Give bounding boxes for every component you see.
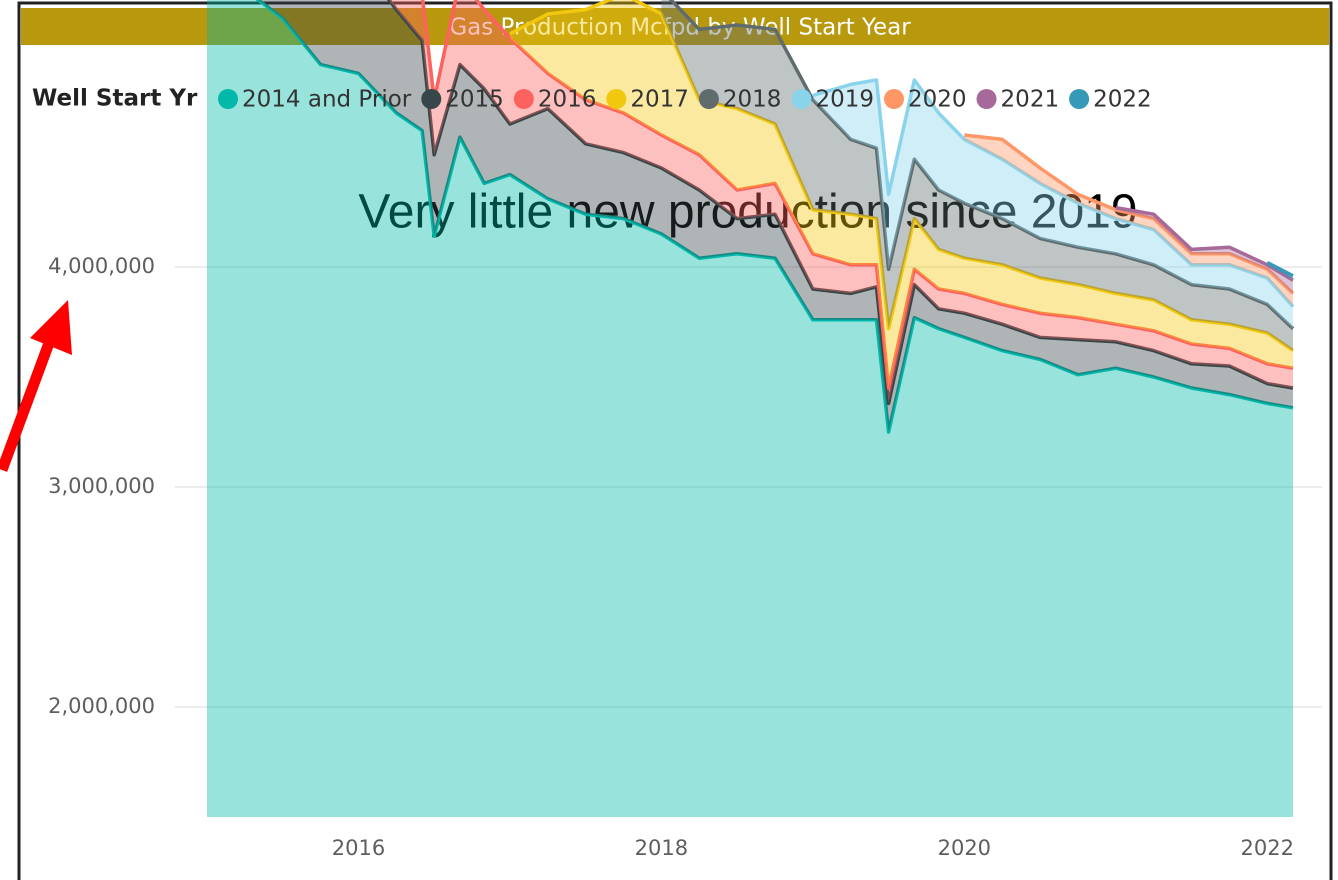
area-line xyxy=(668,0,1295,330)
legend-swatch xyxy=(606,89,627,109)
frame xyxy=(17,1,1333,880)
legend-swatch xyxy=(421,89,442,109)
x-tick-label: 2016 xyxy=(332,836,385,860)
area xyxy=(207,0,1293,817)
chart-title: Gas Production Mcfpd by Well Start Year xyxy=(449,15,911,41)
area-line xyxy=(812,78,1295,308)
plot-area xyxy=(175,0,1322,817)
area-line xyxy=(255,0,1294,434)
legend-swatch xyxy=(218,89,238,109)
x-tick-label: 2018 xyxy=(635,836,688,860)
y-tick-label: 3,000,000 xyxy=(48,474,155,498)
area xyxy=(509,0,1293,388)
title-bar xyxy=(21,8,1329,45)
area xyxy=(389,0,1293,404)
area xyxy=(964,135,1293,307)
area xyxy=(812,80,1293,329)
area xyxy=(1115,207,1293,294)
area-line xyxy=(1266,261,1294,278)
legend-label: 2017 xyxy=(630,87,689,113)
y-tick-label: 2,000,000 xyxy=(48,694,155,718)
legend-swatch xyxy=(1069,89,1090,109)
legend-label: 2020 xyxy=(908,87,967,113)
x-tick-label: 2022 xyxy=(1241,836,1294,860)
legend-label: 2019 xyxy=(815,87,874,113)
annotation: Very little new production since 2019 xyxy=(358,186,1137,239)
legend-title: Well Start Yr xyxy=(32,86,198,112)
legend-swatch xyxy=(513,89,534,109)
y-tick-label: 4,000,000 xyxy=(48,254,155,278)
legend-label: 2016 xyxy=(538,87,597,113)
arrow xyxy=(0,300,72,472)
legend-label: 2015 xyxy=(445,87,504,113)
arrow-head xyxy=(30,300,72,355)
legend-swatch xyxy=(976,89,997,109)
area-line xyxy=(420,0,1294,390)
area-line xyxy=(386,0,1294,406)
x-tick-label: 2020 xyxy=(938,836,991,860)
area xyxy=(661,0,1293,351)
legend-label: 2021 xyxy=(1001,87,1060,113)
arrow-shaft xyxy=(0,333,58,472)
legend-label: 2022 xyxy=(1093,87,1152,113)
legend-swatch xyxy=(884,89,904,109)
area-line xyxy=(964,133,1295,295)
legend-label: 2018 xyxy=(723,87,782,113)
legend-swatch xyxy=(698,89,719,109)
legend-swatch xyxy=(791,89,812,109)
area-line xyxy=(509,0,1294,353)
area-line xyxy=(1115,205,1294,282)
legend-label: 2014 and Prior xyxy=(242,87,412,113)
